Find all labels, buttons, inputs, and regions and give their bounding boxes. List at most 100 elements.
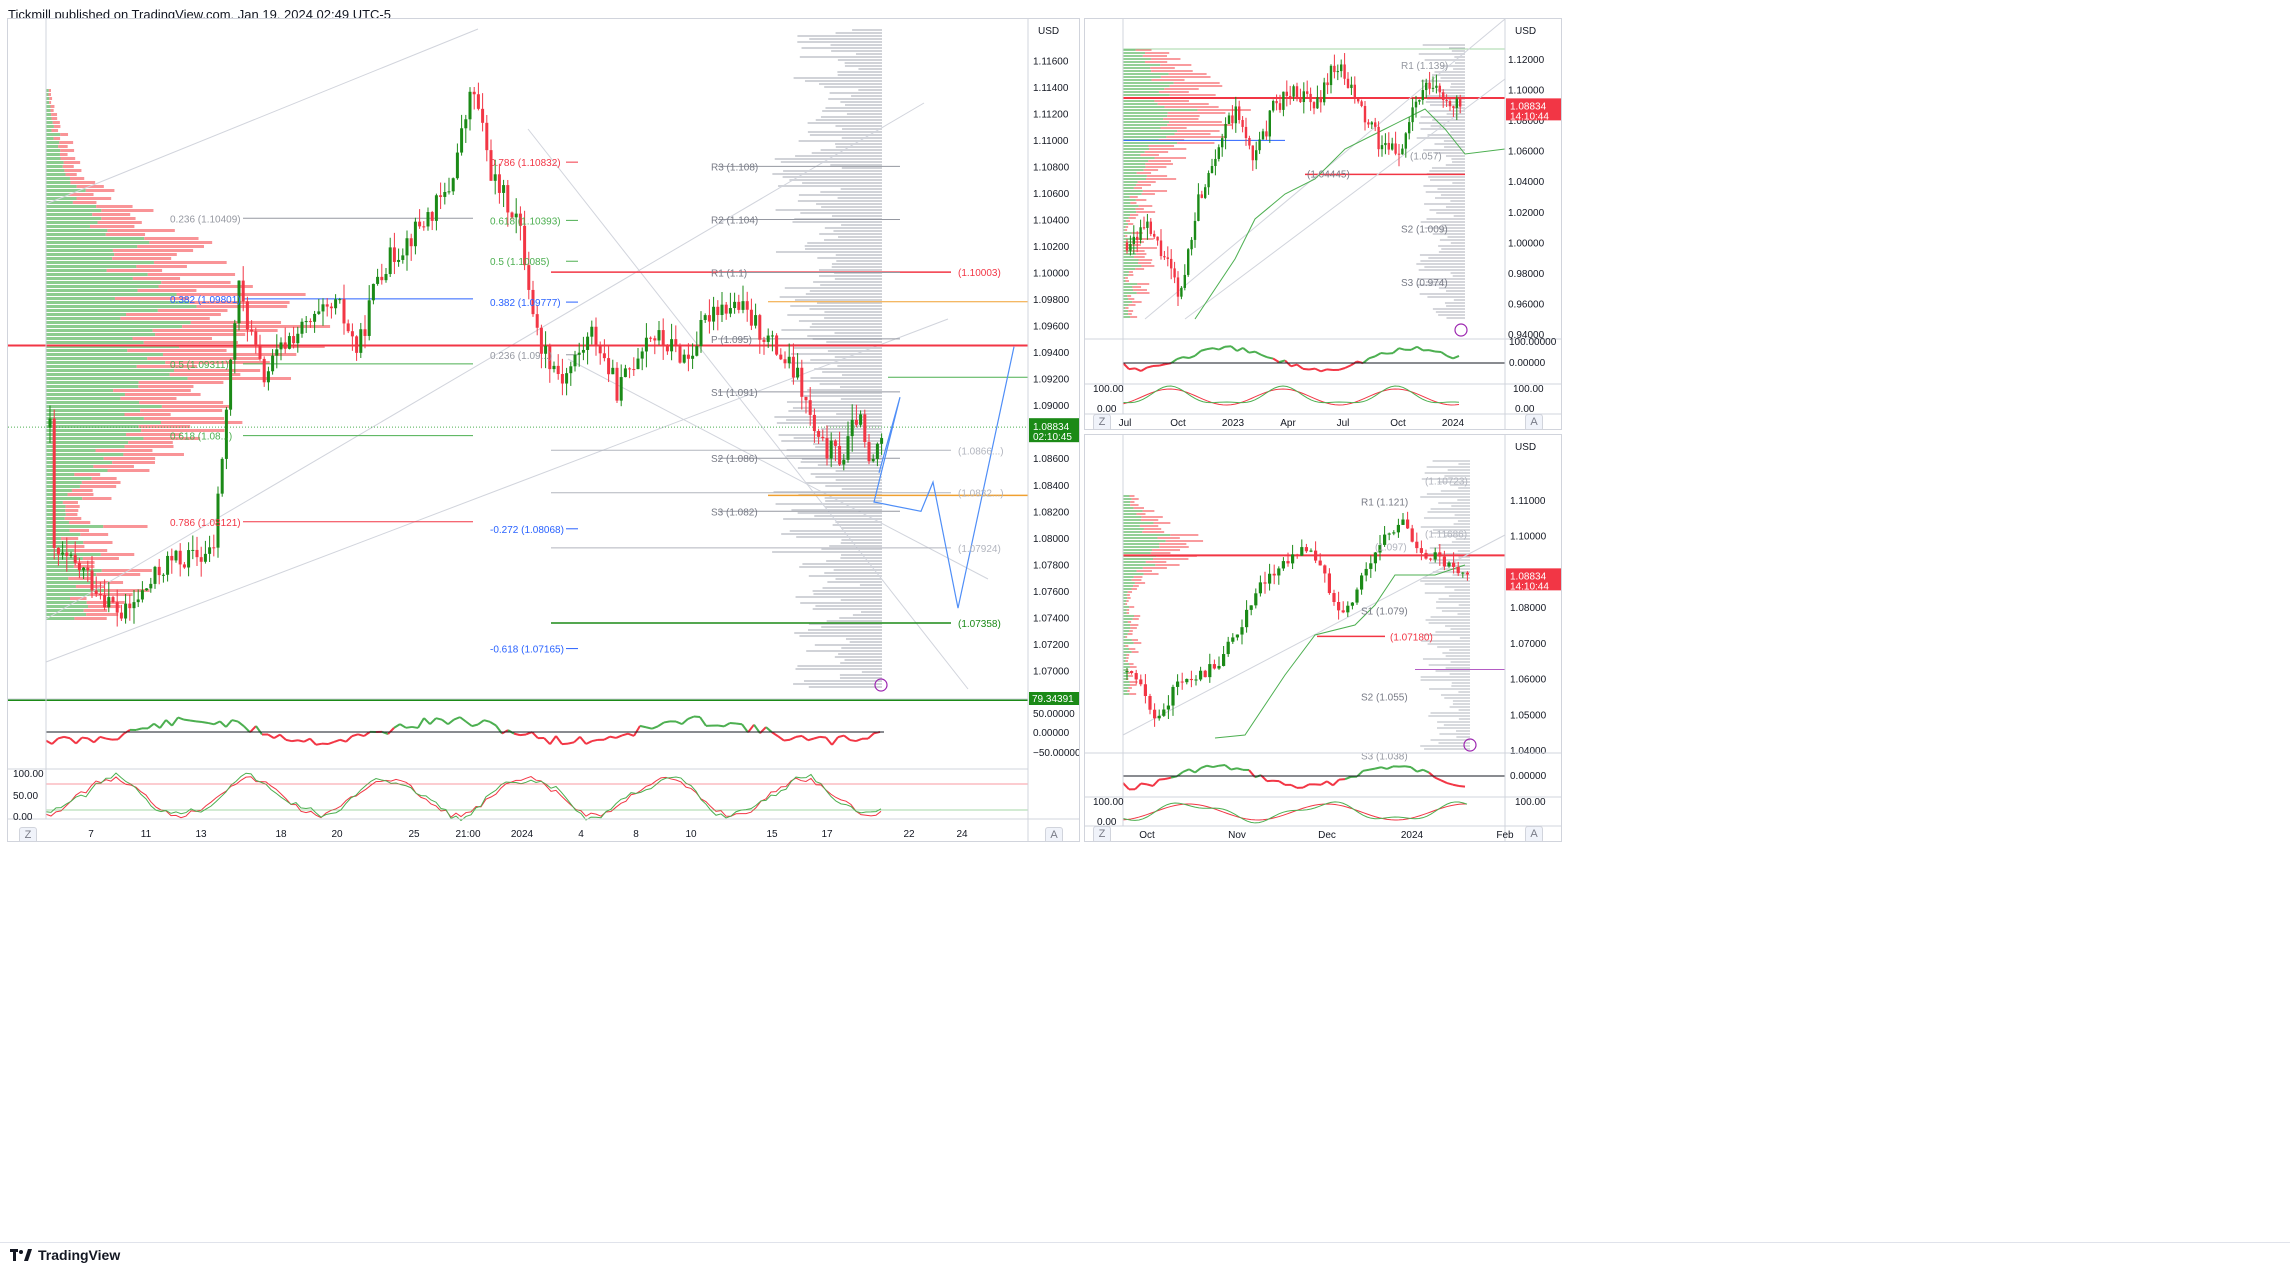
weekly-chart-panel[interactable]: (1.04445)R1 (1.139)S2 (1.009)S3 (0.974)(… bbox=[1084, 18, 1562, 430]
weekly-a-button[interactable]: A bbox=[1525, 414, 1543, 430]
wk-profile-red bbox=[1132, 286, 1141, 288]
wk-osc-line bbox=[1219, 347, 1225, 350]
candle-body bbox=[695, 346, 698, 356]
volume-profile-bar-green bbox=[46, 281, 161, 284]
dy-right-profile bbox=[1452, 682, 1470, 684]
right-volume-profile-bar bbox=[790, 530, 882, 532]
dy-right-profile bbox=[1449, 595, 1470, 597]
candle-body bbox=[338, 299, 341, 300]
dy-profile-green bbox=[1123, 621, 1128, 623]
wk-profile-red bbox=[1174, 133, 1210, 135]
wk-profile-green bbox=[1123, 148, 1149, 150]
volume-profile-bar-green bbox=[46, 313, 126, 316]
main-x-tick: 7 bbox=[88, 829, 94, 840]
dy-right-profile bbox=[1451, 685, 1470, 687]
dy-right-profile bbox=[1439, 598, 1470, 600]
main-y-tick: 1.09000 bbox=[1033, 401, 1070, 412]
right-volume-profile-bar bbox=[841, 398, 882, 400]
right-volume-profile-bar bbox=[805, 80, 882, 82]
main-chart-svg[interactable]: (1.10003)(1.07358)0.236 (1.10409)0.382 (… bbox=[8, 19, 1079, 841]
wk-candle-body bbox=[1292, 86, 1294, 96]
oscillator-line bbox=[814, 737, 820, 739]
dy-osc-line bbox=[1189, 769, 1195, 772]
oscillator-line bbox=[634, 726, 640, 736]
candle-body bbox=[393, 247, 396, 262]
wk-profile-red bbox=[1125, 277, 1128, 279]
dy-right-profile bbox=[1425, 583, 1470, 585]
dy-profile-green bbox=[1123, 633, 1128, 635]
right-volume-profile-bar bbox=[853, 614, 882, 616]
right-volume-profile-bar bbox=[813, 608, 882, 610]
candle-body bbox=[330, 307, 333, 309]
right-volume-profile-bar bbox=[841, 188, 882, 190]
dy-osc-line bbox=[1141, 784, 1147, 785]
main-chart-panel[interactable]: (1.10003)(1.07358)0.236 (1.10409)0.382 (… bbox=[7, 18, 1080, 842]
volume-profile-bar-red bbox=[65, 509, 78, 512]
daily-a-button[interactable]: A bbox=[1525, 826, 1543, 842]
candle-body bbox=[70, 555, 73, 556]
dy-osc-line bbox=[1387, 766, 1393, 769]
volume-profile-bar-green bbox=[46, 521, 69, 524]
volume-profile-bar-green bbox=[46, 165, 63, 168]
daily-chart-panel[interactable]: (1.07180)R1 (1.121)S1 (1.079)S2 (1.055)S… bbox=[1084, 434, 1562, 842]
oscillator-line bbox=[340, 740, 346, 742]
wk-right-profile bbox=[1416, 263, 1465, 265]
candle-body bbox=[317, 311, 320, 314]
volume-profile-bar-green bbox=[46, 289, 138, 292]
main-z-button[interactable]: Z bbox=[19, 827, 37, 842]
wk-profile-red bbox=[1151, 70, 1193, 72]
wk-profile-red bbox=[1129, 271, 1133, 273]
right-volume-profile-bar bbox=[783, 170, 882, 172]
candle-body bbox=[464, 119, 467, 128]
right-volume-profile-bar bbox=[805, 248, 882, 250]
dy-candle-body bbox=[1300, 547, 1303, 556]
wk-candle-body bbox=[1258, 139, 1260, 150]
dy-y-tick: 1.05000 bbox=[1510, 710, 1547, 721]
wk-lightning-icon bbox=[1455, 324, 1467, 336]
dy-candle-body bbox=[1185, 679, 1188, 682]
candle-body bbox=[746, 301, 749, 310]
weekly-chart-svg[interactable]: (1.04445)R1 (1.139)S2 (1.009)S3 (0.974)(… bbox=[1085, 19, 1561, 429]
daily-chart-svg[interactable]: (1.07180)R1 (1.121)S1 (1.079)S2 (1.055)S… bbox=[1085, 435, 1561, 841]
wk-profile-green bbox=[1123, 100, 1154, 102]
dy-right-profile bbox=[1420, 496, 1470, 498]
wk-right-profile bbox=[1423, 185, 1465, 187]
volume-profile-bar-red bbox=[84, 609, 108, 612]
volume-profile-bar-green bbox=[46, 429, 141, 432]
volume-profile-bar-green bbox=[46, 129, 52, 132]
dy-x-tick: 2024 bbox=[1401, 830, 1424, 841]
oscillator-line bbox=[556, 736, 562, 744]
right-volume-profile-bar bbox=[830, 164, 882, 166]
candle-body bbox=[817, 431, 820, 437]
main-currency-label: USD bbox=[1038, 26, 1059, 37]
volume-profile-bar-green bbox=[46, 349, 127, 352]
main-a-button[interactable]: A bbox=[1045, 827, 1063, 842]
dy-right-profile bbox=[1448, 469, 1470, 471]
dy-profile-green bbox=[1123, 639, 1132, 641]
wk-profile-green bbox=[1123, 298, 1128, 300]
candle-body bbox=[721, 305, 724, 315]
dy-candle-body bbox=[1420, 548, 1423, 553]
volume-profile-bar-red bbox=[64, 169, 81, 172]
wk-profile-red bbox=[1140, 154, 1158, 156]
weekly-z-button[interactable]: Z bbox=[1093, 414, 1111, 430]
tradingview-logo[interactable]: TradingView bbox=[10, 1247, 120, 1263]
wk-osc-line bbox=[1267, 357, 1273, 358]
dy-profile-red bbox=[1136, 513, 1145, 515]
dy-profile-green bbox=[1123, 495, 1130, 497]
daily-z-button[interactable]: Z bbox=[1093, 826, 1111, 842]
dy-osc-line bbox=[1159, 779, 1165, 780]
wk-right-profile bbox=[1441, 248, 1465, 250]
wk-right-profile bbox=[1452, 182, 1465, 184]
dy-osc-line bbox=[1171, 776, 1177, 777]
volume-profile-bar-green bbox=[46, 557, 83, 560]
wk-osc-tick: 100.00000 bbox=[1509, 337, 1557, 348]
wk-osc-line bbox=[1183, 357, 1189, 358]
wk-candle-body bbox=[1296, 86, 1298, 97]
dy-right-profile bbox=[1442, 610, 1470, 612]
dy-support-label: (1.07180) bbox=[1390, 632, 1433, 643]
oscillator-line bbox=[544, 738, 550, 744]
oscillator-line bbox=[454, 717, 460, 719]
wk-candle-body bbox=[1170, 259, 1172, 268]
wk-osc-line bbox=[1261, 355, 1267, 357]
